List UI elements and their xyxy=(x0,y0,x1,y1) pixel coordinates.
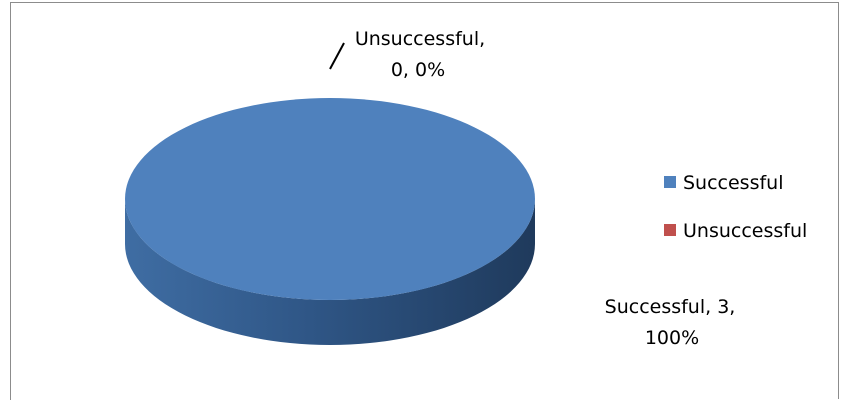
data-label-successful-line1: Successful, 3, xyxy=(605,296,736,318)
pie-plot xyxy=(125,98,535,345)
legend-swatch-successful xyxy=(664,176,676,188)
data-label-successful-line2: 100% xyxy=(645,327,699,349)
legend-label-unsuccessful: Unsuccessful xyxy=(683,220,807,242)
legend-label-successful: Successful xyxy=(683,172,784,194)
data-label-unsuccessful-line2: 0, 0% xyxy=(391,59,445,81)
pie-slice-successful-side xyxy=(125,199,535,345)
legend-swatch-unsuccessful xyxy=(664,224,676,236)
pie-slice-successful xyxy=(125,98,535,300)
leader-line-unsuccessful xyxy=(329,42,345,70)
data-label-unsuccessful-line1: Unsuccessful, xyxy=(355,28,485,50)
legend: Successful Unsuccessful xyxy=(664,172,807,242)
